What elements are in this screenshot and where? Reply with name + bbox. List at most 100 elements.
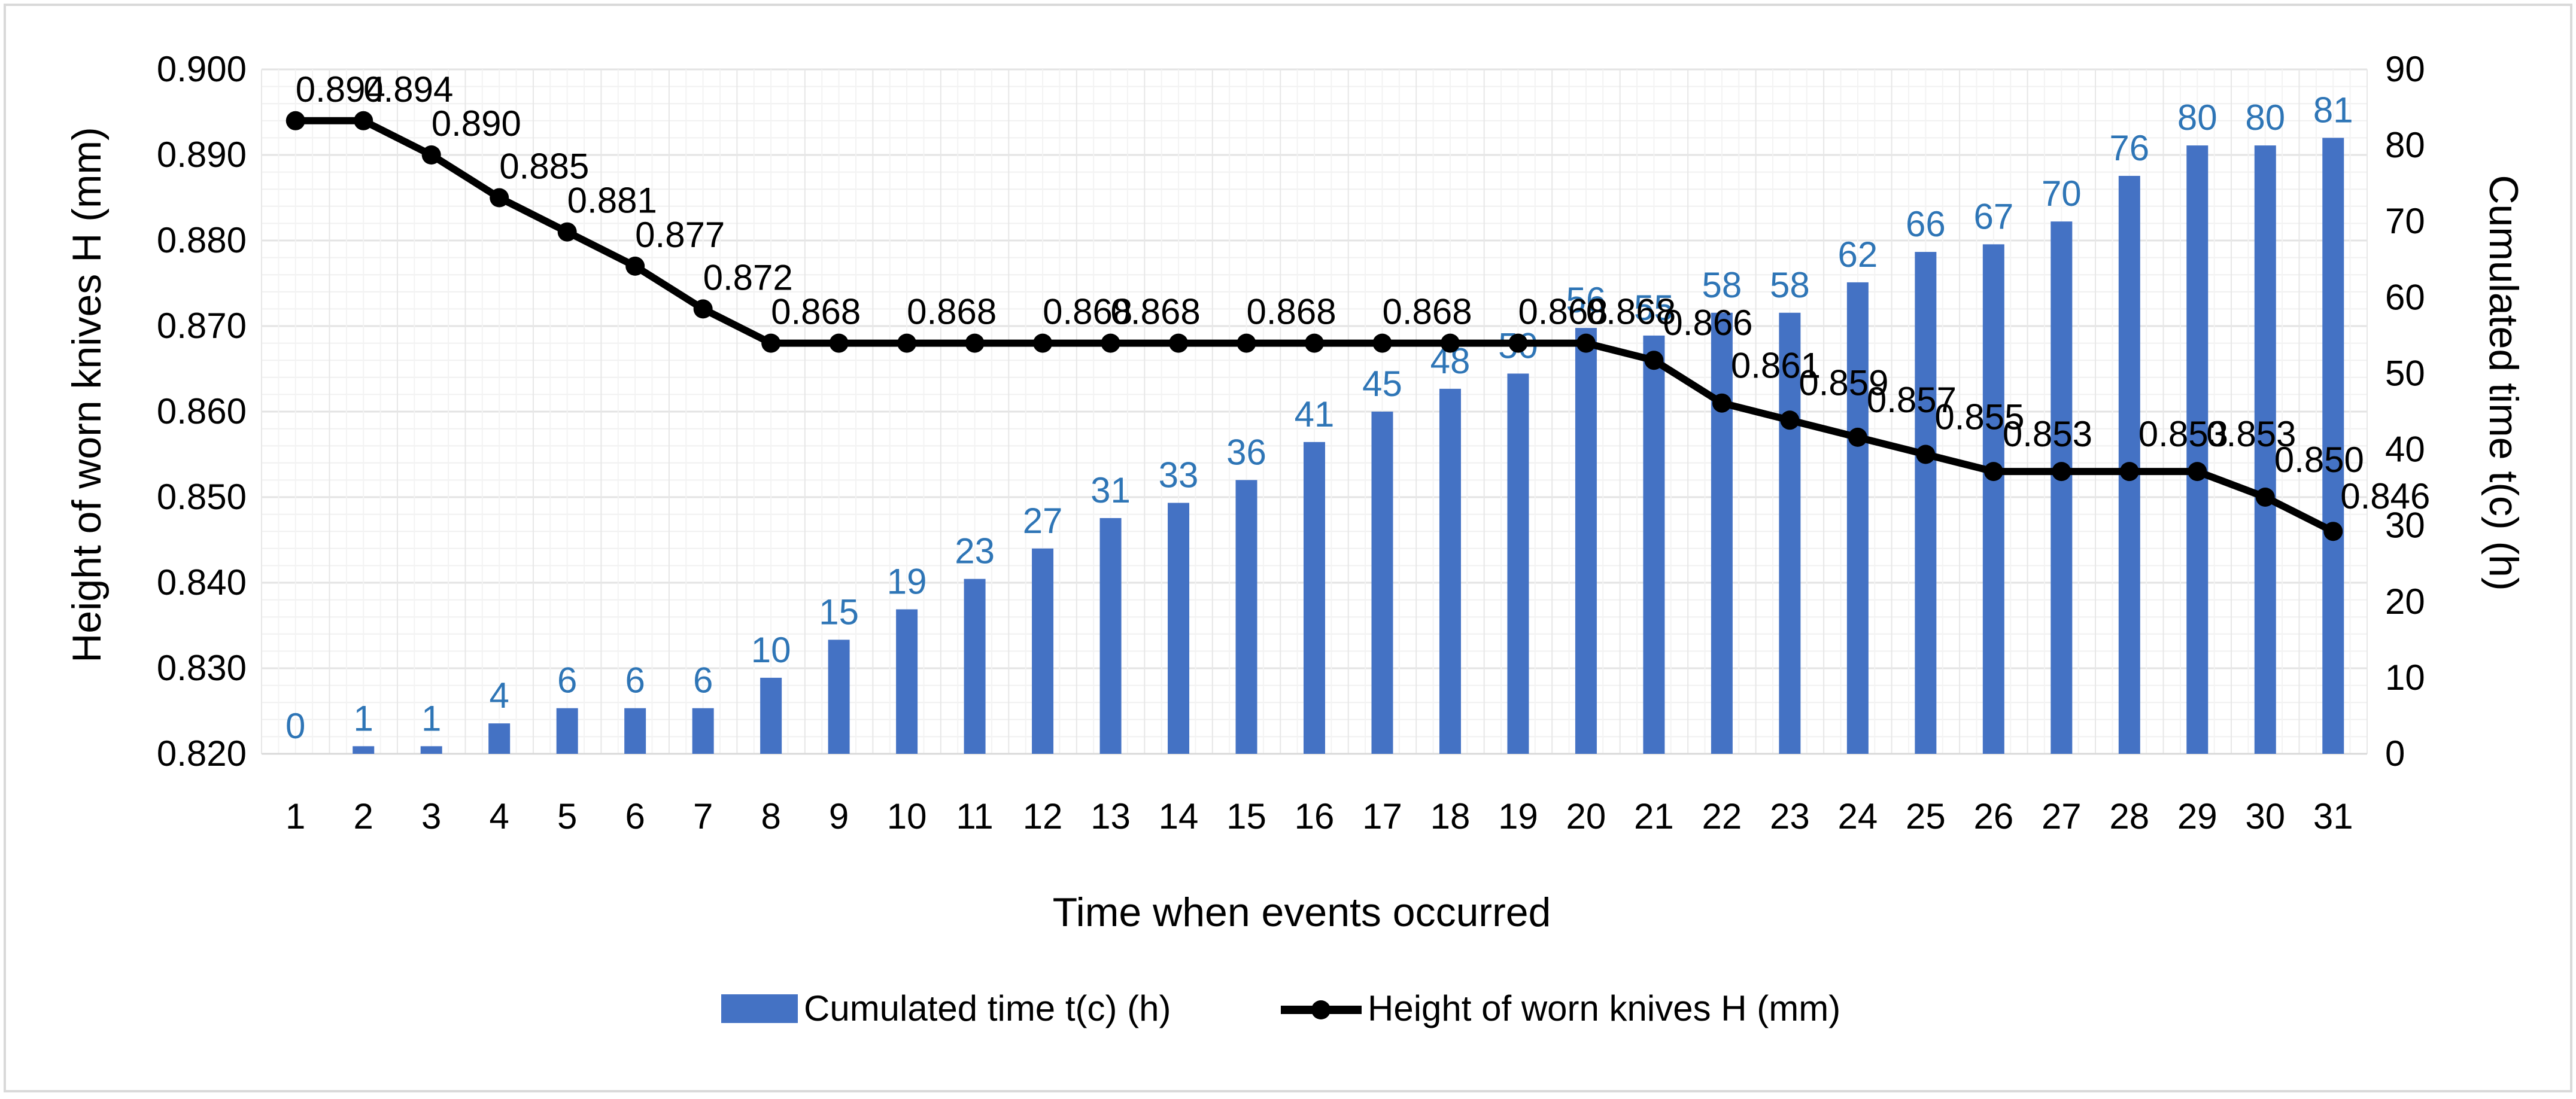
bar-data-label: 41 bbox=[1295, 394, 1335, 434]
height-point bbox=[1780, 410, 1800, 430]
line-data-label: 0.853 bbox=[2003, 414, 2092, 454]
line-data-label: 0.868 bbox=[1518, 292, 1608, 332]
bar-data-label: 80 bbox=[2177, 98, 2217, 138]
height-point bbox=[1916, 445, 1936, 464]
height-point bbox=[1305, 333, 1324, 353]
bar-cumulated-time bbox=[1575, 328, 1597, 754]
line-data-label: 0.853 bbox=[2138, 414, 2228, 454]
x-axis-label: Time when events occurred bbox=[1053, 890, 1551, 935]
bar-data-label: 0 bbox=[285, 706, 305, 746]
x-tick-label: 17 bbox=[1362, 796, 1402, 836]
height-point bbox=[1101, 333, 1120, 353]
point-layer bbox=[285, 111, 2343, 541]
height-point bbox=[829, 333, 849, 353]
height-point bbox=[2188, 462, 2207, 482]
y-right-tick-label: 40 bbox=[2385, 430, 2425, 470]
x-axis-ticks: 1 2 3 4 5 6 7 8 9 10 11 12 13 14 15 16 17 18 19 20 21 22 23 24 2… bbox=[285, 796, 2353, 836]
bar-data-label: 4 bbox=[490, 675, 509, 716]
legend-bar-label: Cumulated time t(c) (h) bbox=[804, 988, 1171, 1028]
height-point bbox=[2323, 522, 2343, 541]
x-tick-label: 28 bbox=[2109, 796, 2149, 836]
bar-data-label: 1 bbox=[354, 698, 373, 738]
right-axis-ticks: 0 10 20 30 40 50 60 70 80 90 bbox=[2385, 49, 2425, 774]
line-data-label: 0.861 bbox=[1731, 346, 1821, 386]
bar-cumulated-time bbox=[1915, 252, 1937, 754]
height-point bbox=[1440, 333, 1460, 353]
bar-data-label: 62 bbox=[1837, 235, 1878, 275]
height-point bbox=[1983, 462, 2003, 482]
bar-cumulated-time bbox=[2254, 145, 2276, 754]
y-left-tick-label: 0.860 bbox=[157, 391, 247, 431]
x-tick-label: 24 bbox=[1837, 796, 1878, 836]
x-tick-label: 20 bbox=[1566, 796, 1606, 836]
line-data-label: 0.859 bbox=[1799, 363, 1888, 403]
bar-cumulated-time bbox=[1032, 548, 1054, 754]
line-data-label: 0.894 bbox=[296, 69, 385, 109]
bar-data-label: 58 bbox=[1702, 265, 1742, 305]
x-tick-label: 21 bbox=[1634, 796, 1674, 836]
bar-data-label: 76 bbox=[2109, 128, 2149, 168]
legend: Cumulated time t(c) (h) Height of worn k… bbox=[721, 988, 1840, 1028]
y-right-tick-label: 90 bbox=[2385, 49, 2425, 89]
height-point bbox=[1848, 427, 1867, 447]
line-label-layer: 0.8940.8940.8900.8850.8810.8770.8720.868… bbox=[296, 69, 2431, 516]
line-data-label: 0.872 bbox=[703, 257, 793, 297]
y-right-tick-label: 80 bbox=[2385, 125, 2425, 165]
y-right-tick-label: 60 bbox=[2385, 277, 2425, 317]
bar-data-label: 33 bbox=[1159, 455, 1199, 495]
x-tick-label: 31 bbox=[2313, 796, 2353, 836]
bar-data-label: 66 bbox=[1906, 204, 1946, 244]
y-left-tick-label: 0.840 bbox=[157, 562, 247, 602]
bar-cumulated-time bbox=[1304, 442, 1325, 754]
y-right-tick-label: 20 bbox=[2385, 582, 2425, 622]
bar-data-label: 55 bbox=[1634, 288, 1674, 328]
bar-data-label: 81 bbox=[2313, 90, 2353, 130]
bar-cumulated-time bbox=[1371, 412, 1393, 754]
y-right-tick-label: 50 bbox=[2385, 353, 2425, 393]
line-data-label: 0.846 bbox=[2340, 476, 2430, 516]
y-right-tick-label: 10 bbox=[2385, 657, 2425, 698]
bar-data-label: 1 bbox=[421, 698, 441, 738]
line-data-label: 0.868 bbox=[907, 292, 997, 332]
x-tick-label: 22 bbox=[1702, 796, 1742, 836]
legend-bar-swatch bbox=[721, 994, 798, 1023]
y-right-tick-label: 0 bbox=[2385, 733, 2405, 774]
bar-cumulated-time bbox=[2051, 221, 2073, 754]
height-point bbox=[490, 188, 509, 208]
x-tick-label: 11 bbox=[956, 796, 993, 836]
bar-label-layer: 0114666101519232731333641454850565558586… bbox=[285, 90, 2353, 746]
bar-data-label: 6 bbox=[693, 660, 713, 701]
bar-data-label: 27 bbox=[1023, 501, 1063, 541]
line-data-label: 0.868 bbox=[1586, 292, 1676, 332]
line-data-label: 0.855 bbox=[1934, 397, 2024, 437]
height-point bbox=[1237, 333, 1256, 353]
x-tick-label: 2 bbox=[354, 796, 373, 836]
x-tick-label: 26 bbox=[1973, 796, 2013, 836]
bar-data-label: 80 bbox=[2245, 98, 2285, 138]
height-point bbox=[1033, 333, 1053, 353]
line-data-label: 0.881 bbox=[567, 181, 657, 221]
x-tick-label: 5 bbox=[557, 796, 577, 836]
x-tick-label: 16 bbox=[1295, 796, 1335, 836]
legend-line-label: Height of worn knives H (mm) bbox=[1368, 988, 1840, 1028]
height-point bbox=[354, 111, 373, 130]
x-tick-label: 12 bbox=[1023, 796, 1063, 836]
bar-cumulated-time bbox=[760, 677, 782, 754]
y-left-tick-label: 0.900 bbox=[157, 49, 247, 89]
y-left-tick-label: 0.820 bbox=[157, 733, 247, 774]
y-right-tick-label: 30 bbox=[2385, 506, 2425, 546]
bar-data-label: 67 bbox=[1973, 196, 2013, 236]
x-tick-label: 7 bbox=[693, 796, 713, 836]
x-tick-label: 25 bbox=[1906, 796, 1946, 836]
x-tick-label: 19 bbox=[1498, 796, 1538, 836]
line-data-label: 0.868 bbox=[1111, 292, 1201, 332]
bar-cumulated-time bbox=[2186, 145, 2209, 754]
height-point bbox=[285, 111, 305, 130]
bar-data-label: 23 bbox=[955, 531, 995, 571]
y-left-tick-label: 0.830 bbox=[157, 648, 247, 688]
bar-cumulated-time bbox=[1779, 312, 1801, 754]
height-point bbox=[1508, 333, 1528, 353]
line-data-label: 0.853 bbox=[2206, 414, 2296, 454]
y-left-axis-label: Height of worn knives H (mm) bbox=[64, 127, 110, 663]
